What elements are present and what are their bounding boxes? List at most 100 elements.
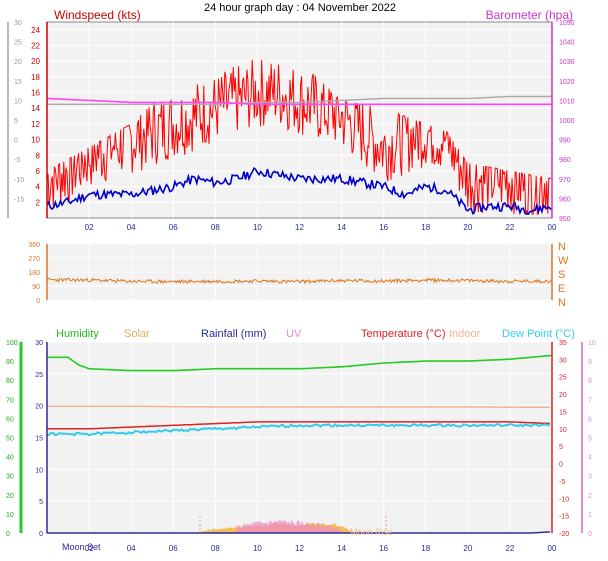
uv-tick-label: 6 xyxy=(588,416,592,423)
windspeed-legend: Windspeed (kts) xyxy=(54,8,141,22)
humidity-tick-label: 80 xyxy=(6,378,14,385)
outer-tick-label: 20 xyxy=(14,59,22,66)
temperature-tick-label: 20 xyxy=(559,392,567,399)
humidity-tick-label: 10 xyxy=(6,512,14,519)
humidity-tick-label: 90 xyxy=(6,359,14,366)
temperature-tick-label: -10 xyxy=(559,496,569,503)
x-tick-label: 10 xyxy=(253,544,262,553)
x-tick-label: 10 xyxy=(253,223,262,232)
chart-title: 24 hour graph day : 04 November 2022 xyxy=(204,2,396,14)
x-tick-label: 12 xyxy=(295,223,304,232)
barometer-legend: Barometer (hpa) xyxy=(486,8,573,22)
humidity-tick-label: 40 xyxy=(6,455,14,462)
uv-tick-label: 1 xyxy=(588,512,592,519)
x-tick-label: 02 xyxy=(85,544,94,553)
barometer-tick-label: 980 xyxy=(559,157,571,164)
compass-label: W xyxy=(558,255,569,267)
legend-item: Solar xyxy=(124,328,150,340)
dew-point-c-series-line xyxy=(46,422,551,437)
temperature-c-series-line xyxy=(47,421,550,430)
barometer-tick-label: 960 xyxy=(559,196,571,203)
windspeed-tick-label: 12 xyxy=(31,120,40,129)
x-tick-label: 00 xyxy=(548,223,557,232)
rain-tick-label: 10 xyxy=(35,467,43,474)
humidity-tick-label: 70 xyxy=(6,397,14,404)
legend-item: Temperature (°C) xyxy=(361,328,445,340)
x-tick-label: 16 xyxy=(379,544,388,553)
moon-set-label: Moon Set xyxy=(62,542,101,552)
windspeed-series-line xyxy=(46,59,551,215)
outer-tick-label: -15 xyxy=(14,196,24,203)
outer-tick-label: -5 xyxy=(14,157,20,164)
humidity-series-line xyxy=(47,354,553,372)
compass-label: E xyxy=(558,283,565,295)
humidity-tick-label: 0 xyxy=(6,531,10,538)
direction-tick-label: 270 xyxy=(28,256,40,263)
barometer-tick-label: 1010 xyxy=(559,98,575,105)
moon-rise-label: Moon Rise xyxy=(350,527,393,537)
uv-tick-label: 4 xyxy=(588,455,592,462)
rain-tick-label: 15 xyxy=(35,436,43,443)
rain-tick-label: 25 xyxy=(35,372,43,379)
windspeed-tick-label: 2 xyxy=(36,198,41,207)
barometer-grey-series-line xyxy=(47,95,552,106)
windspeed-tick-label: 14 xyxy=(31,104,40,113)
legend-item: Indoor xyxy=(449,328,481,340)
x-tick-label: 08 xyxy=(211,223,220,232)
temperature-tick-label: -5 xyxy=(559,479,565,486)
barometer-tick-label: 990 xyxy=(559,138,571,145)
x-tick-label: 02 xyxy=(85,223,94,232)
windspeed-tick-label: 16 xyxy=(31,89,40,98)
x-tick-label: 08 xyxy=(211,544,220,553)
temperature-tick-label: 30 xyxy=(559,357,567,364)
temperature-tick-label: 10 xyxy=(559,427,567,434)
barometer-series-line xyxy=(46,97,552,106)
uv-tick-label: 7 xyxy=(588,397,592,404)
outer-tick-label: -10 xyxy=(14,177,24,184)
rain-tick-label: 0 xyxy=(39,531,43,538)
temp-humidity-panel: Humidity Solar Rainfall (mm) UV Temperature … xyxy=(6,328,596,553)
barometer-tick-label: 950 xyxy=(559,216,571,223)
x-tick-label: 14 xyxy=(337,544,346,553)
outer-tick-label: 5 xyxy=(14,118,18,125)
humidity-tick-label: 100 xyxy=(6,340,18,347)
humidity-tick-label: 60 xyxy=(6,416,14,423)
wind-average-series-line xyxy=(46,166,553,216)
compass-label: S xyxy=(558,269,565,281)
rainfall-mm-series-line xyxy=(47,531,550,534)
humidity-tick-label: 20 xyxy=(6,493,14,500)
direction-tick-label: 0 xyxy=(36,298,40,305)
windspeed-tick-label: 18 xyxy=(31,73,40,82)
temperature-tick-label: 35 xyxy=(559,340,567,347)
temperature-tick-label: 25 xyxy=(559,375,567,382)
humidity-tick-label: 30 xyxy=(6,474,14,481)
uv-tick-label: 3 xyxy=(588,474,592,481)
temperature-tick-label: -15 xyxy=(559,514,569,521)
windspeed-tick-label: 20 xyxy=(31,57,40,66)
rain-tick-label: 30 xyxy=(35,340,43,347)
outer-tick-label: 15 xyxy=(14,79,22,86)
wind-direction-series-line xyxy=(46,277,552,285)
barometer-tick-label: 1000 xyxy=(559,118,575,125)
windspeed-tick-label: 10 xyxy=(31,136,40,145)
legend-item: Rainfall (mm) xyxy=(201,328,266,340)
x-tick-label: 22 xyxy=(505,544,514,553)
uv-tick-label: 8 xyxy=(588,378,592,385)
uv-tick-label: 0 xyxy=(588,531,592,538)
x-tick-label: 04 xyxy=(127,544,136,553)
barometer-tick-label: 970 xyxy=(559,177,571,184)
uv-tick-label: 9 xyxy=(588,359,592,366)
temperature-tick-label: -20 xyxy=(559,531,569,538)
windspeed-tick-label: 6 xyxy=(36,167,41,176)
barometer-tick-label: 1040 xyxy=(559,40,575,47)
outer-tick-label: 25 xyxy=(14,40,22,47)
compass-label: N xyxy=(558,297,566,309)
uv-tick-label: 5 xyxy=(588,436,592,443)
temperature-tick-label: 15 xyxy=(559,409,567,416)
barometer-tick-label: 1050 xyxy=(559,20,575,27)
barometer-tick-label: 1020 xyxy=(559,79,575,86)
humidity-tick-label: 50 xyxy=(6,436,14,443)
temperature-tick-label: 5 xyxy=(559,444,563,451)
